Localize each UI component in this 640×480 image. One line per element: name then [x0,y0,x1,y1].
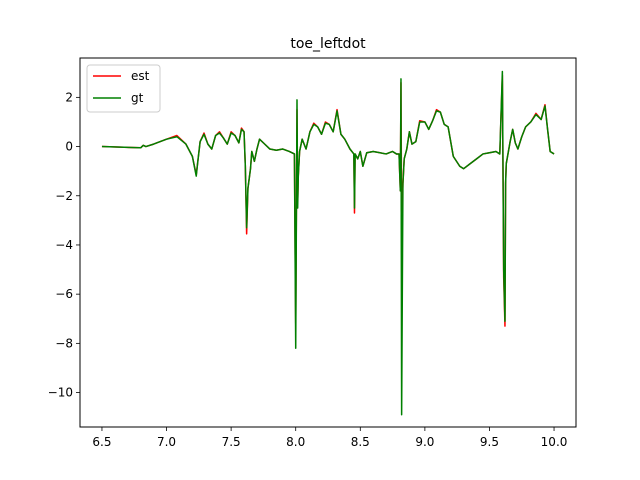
y-tick-label: 2 [65,90,73,104]
x-tick-label: 7.0 [157,435,176,449]
x-tick-label: 7.5 [222,435,241,449]
legend: est gt [86,64,161,113]
y-tick-label: −8 [55,336,73,350]
y-tick-label: −6 [55,287,73,301]
y-axis: 2 0 −2 −4 −6 −8 −10 [48,90,80,400]
x-tick-label: 6.5 [92,435,111,449]
legend-label-est: est [131,69,150,83]
y-tick-label: −4 [55,238,73,252]
plot-frame [79,57,577,428]
chart-title: toe_leftdot [290,36,366,52]
series-line-gt [101,70,555,416]
y-tick-label: 0 [65,140,73,154]
x-tick-label: 9.0 [415,435,434,449]
x-axis: 6.5 7.0 7.5 8.0 8.5 9.0 9.5 10.0 [92,427,567,449]
series-layer [101,70,555,416]
y-tick-label: −2 [55,189,73,203]
x-tick-label: 10.0 [541,435,568,449]
x-tick-label: 8.0 [286,435,305,449]
legend-label-gt: gt [131,91,144,105]
x-tick-label: 9.5 [480,435,499,449]
plot-area [101,70,555,416]
x-tick-label: 8.5 [351,435,370,449]
y-tick-label: −10 [48,386,73,400]
